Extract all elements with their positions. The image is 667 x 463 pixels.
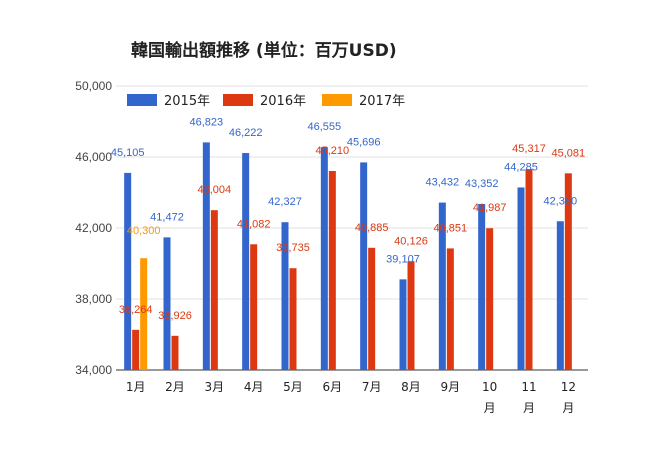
- data-label: 39,107: [386, 253, 420, 265]
- legend-label: 2016年: [260, 94, 306, 109]
- bar: [368, 247, 376, 370]
- data-label: 43,432: [426, 177, 460, 189]
- x-tick-label: 7月: [362, 380, 382, 394]
- data-label: 40,885: [355, 222, 389, 234]
- bar: [140, 258, 148, 370]
- bar: [486, 228, 494, 370]
- legend-swatch: [322, 94, 352, 106]
- y-tick-label: 42,000: [75, 221, 112, 235]
- data-label: 41,987: [473, 202, 507, 214]
- bar: [289, 268, 297, 370]
- chart-title: 韓国輸出額推移 (単位：百万USD): [131, 40, 397, 61]
- x-tick-label: 月: [562, 401, 574, 415]
- y-axis: 34,000 38,000 42,000 46,000 50,000: [75, 79, 112, 377]
- data-label: 40,300: [127, 225, 161, 237]
- data-label: 35,926: [158, 310, 192, 322]
- data-label: 46,222: [229, 127, 263, 139]
- legend: 2015年 2016年 2017年: [127, 94, 405, 109]
- bar: [210, 210, 218, 370]
- data-label: 42,327: [268, 196, 302, 208]
- bar: [399, 279, 407, 370]
- data-label: 45,081: [552, 147, 586, 159]
- bars: [124, 142, 572, 370]
- bar: [320, 147, 328, 370]
- legend-swatch: [223, 94, 253, 106]
- bar: [478, 204, 486, 370]
- x-tick-label: 月: [523, 401, 535, 415]
- x-tick-label: 6月: [323, 380, 343, 394]
- bar: [446, 248, 454, 370]
- x-tick-label: 9月: [441, 380, 461, 394]
- bar: [438, 202, 446, 370]
- bar: [250, 244, 258, 370]
- data-label: 45,105: [111, 147, 145, 159]
- data-label: 43,352: [465, 178, 499, 190]
- y-tick-label: 46,000: [75, 150, 112, 164]
- bar: [556, 221, 564, 370]
- data-labels: 45,105 36,264 40,300 41,472 35,926 46,823 43,0…: [111, 116, 585, 321]
- data-label: 46,823: [190, 116, 224, 128]
- bar: [132, 329, 140, 370]
- legend-label: 2015年: [164, 94, 210, 109]
- data-label: 42,380: [544, 195, 578, 207]
- bar: [564, 173, 572, 370]
- data-label: 45,696: [347, 136, 381, 148]
- data-label: 45,210: [316, 145, 350, 157]
- bar: [281, 222, 289, 370]
- x-tick-label: 3月: [205, 380, 225, 394]
- data-label: 41,472: [150, 211, 184, 223]
- y-tick-label: 50,000: [75, 79, 112, 93]
- data-label: 40,126: [394, 235, 428, 247]
- bar: [163, 237, 171, 370]
- bar: [328, 171, 336, 370]
- y-tick-label: 34,000: [75, 363, 112, 377]
- bar: [202, 142, 210, 370]
- data-label: 40,851: [434, 222, 468, 234]
- x-axis: 1月 2月 3月 4月 5月 6月 7月 8月 9月 10 月 11 月 12 月: [126, 380, 576, 415]
- gridlines: [116, 85, 588, 371]
- x-tick-label: 5月: [283, 380, 303, 394]
- legend-label: 2017年: [359, 94, 405, 109]
- bar: [517, 187, 525, 370]
- data-label: 41,082: [237, 218, 271, 230]
- data-label: 44,285: [504, 161, 538, 173]
- x-tick-label: 1月: [126, 380, 146, 394]
- bar: [407, 261, 415, 370]
- data-label: 45,317: [512, 143, 546, 155]
- bar: [242, 153, 250, 370]
- legend-swatch: [127, 94, 157, 106]
- y-tick-label: 38,000: [75, 292, 112, 306]
- x-tick-label: 11: [521, 380, 536, 394]
- data-label: 36,264: [119, 304, 153, 316]
- x-tick-label: 2月: [165, 380, 185, 394]
- x-tick-label: 10: [482, 380, 497, 394]
- data-label: 43,004: [198, 184, 232, 196]
- x-tick-label: 8月: [401, 380, 421, 394]
- x-tick-label: 12: [561, 380, 576, 394]
- bar: [360, 162, 368, 370]
- data-label: 39,735: [276, 242, 310, 254]
- bar: [525, 169, 533, 370]
- x-tick-label: 4月: [244, 380, 264, 394]
- bar: [171, 335, 179, 370]
- x-tick-label: 月: [484, 401, 496, 415]
- data-label: 46,555: [308, 121, 342, 133]
- bar: [124, 172, 132, 370]
